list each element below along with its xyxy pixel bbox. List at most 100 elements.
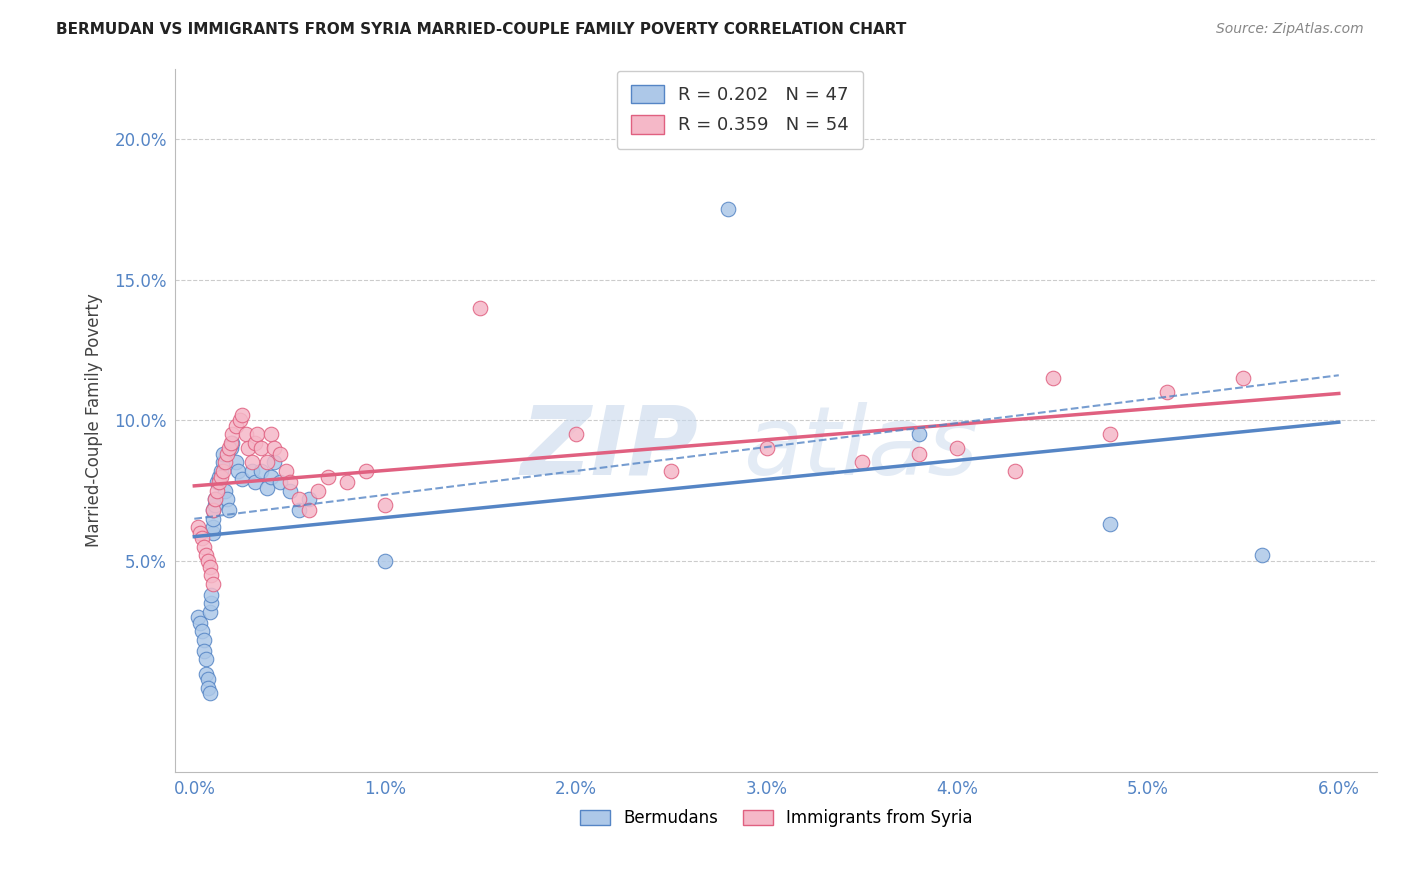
Point	[226, 464, 249, 478]
Point	[208, 469, 231, 483]
Legend: Bermudans, Immigrants from Syria: Bermudans, Immigrants from Syria	[572, 803, 980, 834]
Point	[204, 492, 226, 507]
Point	[229, 413, 252, 427]
Point	[1232, 371, 1254, 385]
Point	[191, 624, 214, 639]
Point	[202, 503, 225, 517]
Point	[214, 455, 236, 469]
Point	[218, 442, 240, 456]
Point	[250, 442, 273, 456]
Point	[221, 435, 243, 450]
Point	[235, 427, 257, 442]
Point	[225, 418, 247, 433]
Y-axis label: Married-Couple Family Poverty: Married-Couple Family Poverty	[86, 293, 103, 547]
Point	[269, 447, 291, 461]
Point	[219, 435, 242, 450]
Point	[187, 610, 209, 624]
Point	[197, 554, 219, 568]
Point	[204, 498, 226, 512]
Point	[193, 644, 215, 658]
Point	[191, 532, 214, 546]
Point	[1042, 371, 1064, 385]
Point	[209, 469, 232, 483]
Point	[209, 464, 232, 478]
Point	[278, 483, 301, 498]
Text: BERMUDAN VS IMMIGRANTS FROM SYRIA MARRIED-COUPLE FAMILY POVERTY CORRELATION CHAR: BERMUDAN VS IMMIGRANTS FROM SYRIA MARRIE…	[56, 22, 907, 37]
Point	[194, 652, 217, 666]
Point	[374, 554, 396, 568]
Point	[202, 520, 225, 534]
Point	[245, 435, 267, 450]
Point	[198, 559, 221, 574]
Point	[202, 503, 225, 517]
Point	[194, 549, 217, 563]
Point	[288, 503, 311, 517]
Point	[215, 492, 238, 507]
Point	[263, 455, 285, 469]
Point	[278, 475, 301, 490]
Point	[908, 427, 931, 442]
Point	[202, 525, 225, 540]
Point	[200, 568, 222, 582]
Point	[221, 427, 243, 442]
Point	[214, 483, 236, 498]
Point	[256, 481, 278, 495]
Point	[946, 442, 969, 456]
Point	[245, 475, 267, 490]
Point	[354, 464, 377, 478]
Point	[208, 475, 231, 490]
Point	[215, 447, 238, 461]
Point	[202, 512, 225, 526]
Point	[231, 472, 253, 486]
Point	[212, 455, 235, 469]
Point	[212, 447, 235, 461]
Point	[565, 427, 588, 442]
Point	[755, 442, 778, 456]
Point	[205, 475, 228, 490]
Point	[1004, 464, 1026, 478]
Point	[202, 576, 225, 591]
Point	[470, 301, 492, 315]
Point	[198, 605, 221, 619]
Point	[1251, 549, 1274, 563]
Point	[204, 492, 226, 507]
Point	[307, 483, 329, 498]
Point	[198, 686, 221, 700]
Point	[263, 442, 285, 456]
Point	[250, 464, 273, 478]
Point	[197, 681, 219, 695]
Point	[225, 455, 247, 469]
Point	[288, 492, 311, 507]
Point	[298, 503, 321, 517]
Point	[240, 455, 263, 469]
Point	[256, 455, 278, 469]
Point	[231, 408, 253, 422]
Point	[194, 666, 217, 681]
Point	[197, 672, 219, 686]
Point	[205, 483, 228, 498]
Point	[269, 475, 291, 490]
Point	[240, 464, 263, 478]
Point	[259, 427, 281, 442]
Point	[717, 202, 740, 217]
Point	[193, 632, 215, 647]
Point	[259, 469, 281, 483]
Text: Source: ZipAtlas.com: Source: ZipAtlas.com	[1216, 22, 1364, 37]
Point	[218, 503, 240, 517]
Point	[298, 492, 321, 507]
Point	[316, 469, 339, 483]
Point	[1098, 517, 1121, 532]
Point	[246, 427, 269, 442]
Point	[851, 455, 873, 469]
Point	[659, 464, 682, 478]
Point	[236, 442, 259, 456]
Point	[187, 520, 209, 534]
Point	[908, 447, 931, 461]
Point	[274, 464, 297, 478]
Point	[200, 588, 222, 602]
Text: ZIP: ZIP	[520, 402, 697, 495]
Point	[1098, 427, 1121, 442]
Point	[188, 615, 211, 630]
Point	[212, 464, 235, 478]
Point	[200, 596, 222, 610]
